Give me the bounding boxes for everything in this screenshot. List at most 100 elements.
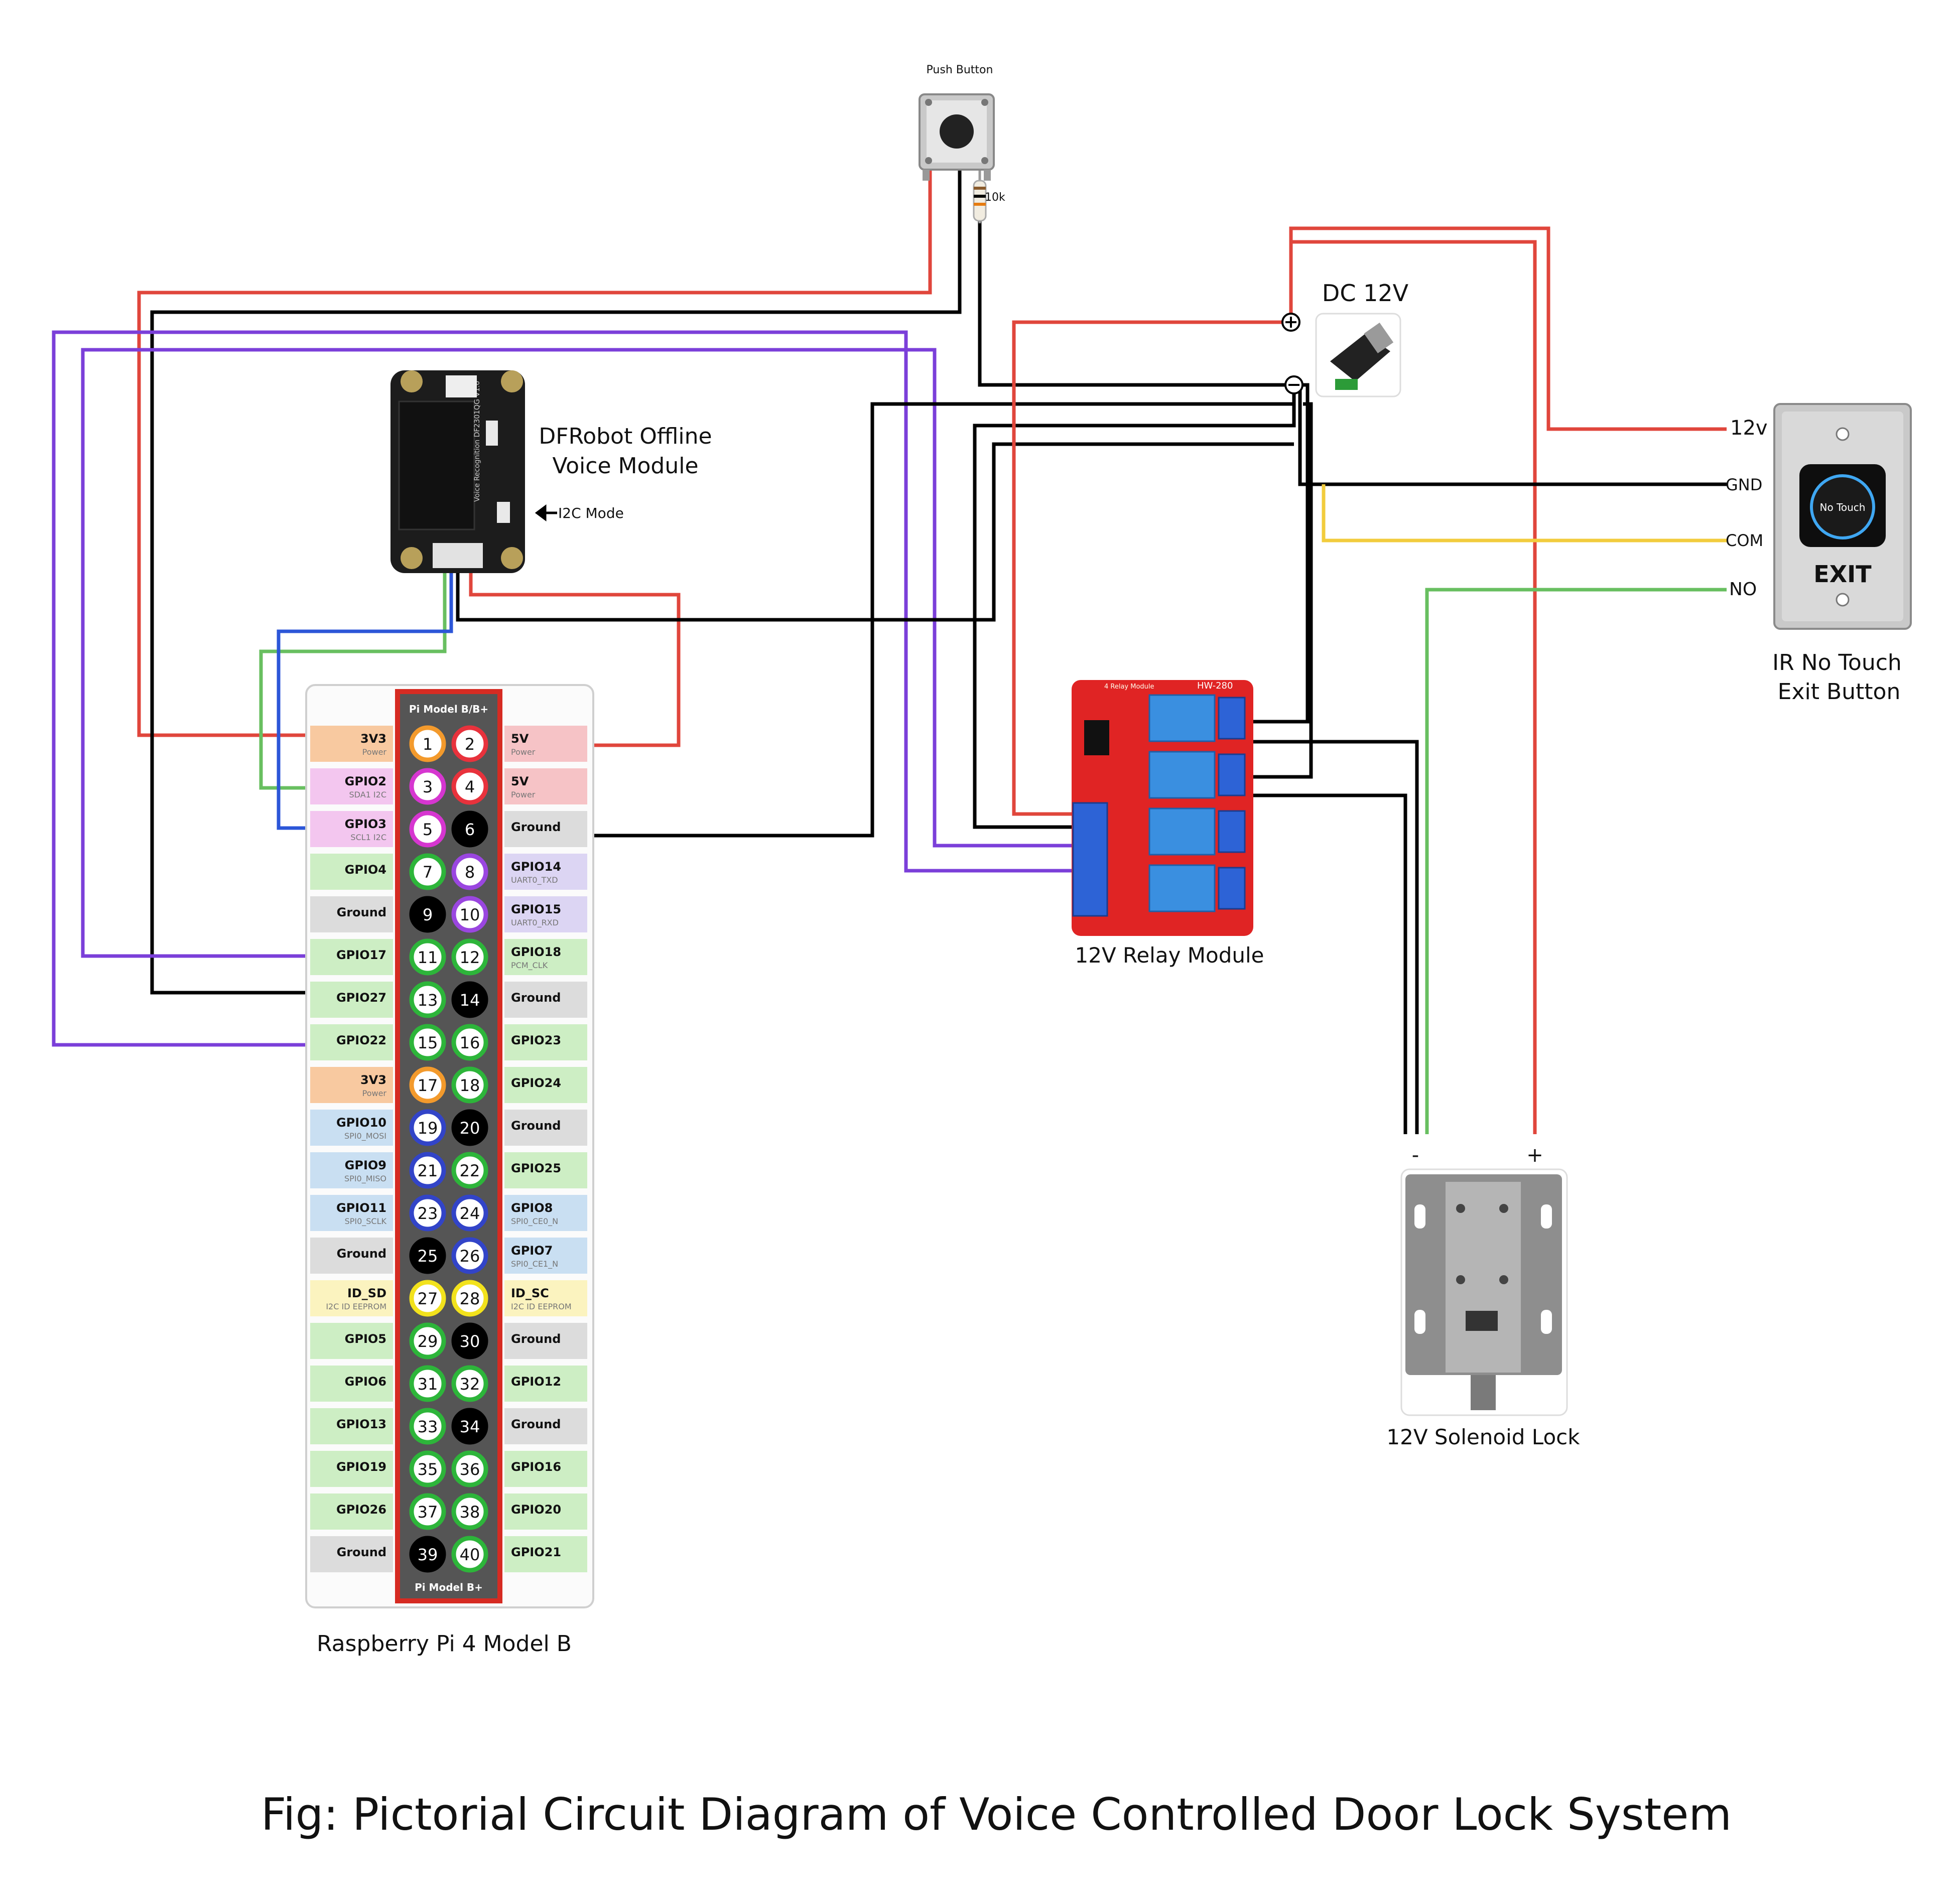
pin-circle — [409, 1237, 446, 1274]
wire-yellow-com — [1322, 484, 1727, 542]
pin-circle — [409, 725, 446, 762]
pin-name-right: GPIO12 — [511, 1375, 561, 1389]
pin-name-left: GPIO26 — [336, 1503, 386, 1517]
pin-row: GPIO27 Ground 13 14 — [310, 981, 587, 1018]
pi-label: Raspberry Pi 4 Model B — [317, 1631, 572, 1657]
pin-number: 16 — [460, 1033, 480, 1052]
pin-number: 2 — [465, 735, 475, 754]
pin-label-box — [504, 1238, 587, 1274]
pin-label-box — [310, 726, 393, 762]
pin-sub-left: Power — [362, 747, 387, 757]
pin-sub-left: SPI0_MISO — [344, 1174, 386, 1184]
pin-label-box — [504, 1152, 587, 1188]
ir-exit-button[interactable]: No Touch EXIT 12v GND COM NO IR No Touch… — [1726, 403, 1912, 705]
pin-row: GPIO2 SDA1 I2C 5V Power 3 4 — [310, 768, 587, 805]
pin-label-box — [504, 1067, 587, 1103]
wire-black-resistor-ground — [978, 221, 1292, 387]
pin-label-box — [310, 1366, 393, 1402]
dc-power-jack: DC 12V — [1281, 280, 1409, 397]
pin-label-box — [504, 1280, 587, 1316]
pin-label-box — [504, 1493, 587, 1530]
pin-circle — [409, 853, 446, 890]
pin-name-left: GPIO17 — [336, 948, 386, 962]
pin-circle — [409, 896, 446, 933]
pin-name-left: GPIO5 — [345, 1332, 386, 1346]
pin-name-left: GPIO19 — [336, 1460, 386, 1474]
pin-circle — [409, 768, 446, 805]
pin-label-box — [310, 1024, 393, 1060]
pin-label-box — [310, 1110, 393, 1146]
pin-label-box — [310, 1408, 393, 1444]
pin-number: 14 — [460, 991, 480, 1010]
pin-name-right: Ground — [511, 1417, 561, 1431]
pin-name-right: GPIO25 — [511, 1161, 561, 1175]
pin-number: 17 — [418, 1076, 438, 1095]
relay-model: HW-280 — [1197, 681, 1233, 691]
pin-circle — [409, 1493, 446, 1530]
pin-circle — [409, 1322, 446, 1359]
pin-label-box — [310, 1067, 393, 1103]
pin-label-box — [310, 896, 393, 932]
pin-name-right: Ground — [511, 991, 561, 1005]
pin-number: 25 — [418, 1247, 438, 1266]
resistor-value: 10k — [985, 191, 1005, 204]
pin-label-box — [504, 811, 587, 847]
pin-circle — [451, 1152, 488, 1189]
relay-blocks — [1148, 694, 1246, 912]
pin-circle — [451, 768, 488, 805]
pin-number: 19 — [418, 1119, 438, 1138]
pin-label-box — [504, 726, 587, 762]
pin-sub-left: SCL1 I2C — [350, 833, 386, 842]
pin-row: 3V3 Power GPIO24 17 18 — [310, 1066, 587, 1104]
pin-row: GPIO5 Ground 29 30 — [310, 1322, 587, 1359]
pin-circle — [409, 1280, 446, 1317]
pin-number: 31 — [418, 1375, 438, 1394]
arrow-icon — [535, 504, 557, 521]
pin-name-left: Ground — [337, 905, 386, 919]
pin-name-right: 5V — [511, 774, 529, 788]
pin-row: GPIO17 GPIO18 PCM_CLK 11 12 — [310, 938, 587, 976]
wire-blue-scl-voice — [277, 547, 453, 830]
pin-number: 13 — [418, 991, 438, 1010]
pin-circle — [451, 1322, 488, 1359]
pin-name-left: GPIO2 — [345, 774, 386, 788]
pin-circle — [451, 1194, 488, 1232]
touch-sensor[interactable] — [1810, 474, 1875, 539]
lock-label: 12V Solenoid Lock — [1386, 1425, 1580, 1449]
pin-label-box — [504, 768, 587, 804]
pin-label-box — [310, 1451, 393, 1487]
pin-label-box — [504, 1451, 587, 1487]
wire-black-voice-relay — [456, 442, 1294, 622]
pin-label-box — [504, 1110, 587, 1146]
pin-name-left: 3V3 — [360, 732, 386, 746]
i2c-mode-label: I2C Mode — [558, 505, 624, 521]
exit-pin-com: COM — [1726, 531, 1763, 550]
pin-circle — [409, 1109, 446, 1146]
push-button-cap[interactable] — [940, 114, 974, 149]
pin-circle — [451, 896, 488, 933]
pin-number: 32 — [460, 1375, 480, 1394]
wire-green-sda-voice — [259, 547, 447, 790]
pin-circle — [409, 1365, 446, 1402]
pin-sub-left: SPI0_SCLK — [345, 1216, 387, 1227]
pin-name-right: Ground — [511, 820, 561, 834]
pin-circle — [409, 1152, 446, 1189]
pin-name-left: Ground — [337, 1545, 386, 1559]
pin-circle — [409, 1450, 446, 1487]
wire-purple-gpio17-relay — [81, 348, 1073, 958]
wire-purple-gpio22-relay — [52, 330, 1073, 1047]
pin-label-box — [310, 1493, 393, 1530]
exit-label-2: Exit Button — [1778, 679, 1901, 705]
pin-name-right: Ground — [511, 1332, 561, 1346]
pin-label-box — [504, 1024, 587, 1060]
pin-name-right: ID_SC — [511, 1286, 549, 1300]
wire-red-3v3-button — [137, 161, 932, 737]
pin-label-box — [310, 854, 393, 890]
pin-circle — [451, 1450, 488, 1487]
voice-module-label-2: Voice Module — [552, 453, 698, 479]
relay-terminal — [1218, 753, 1246, 796]
push-button[interactable]: Push Button 10k — [919, 64, 1005, 223]
pin-sub-left: SPI0_MOSI — [344, 1131, 386, 1141]
